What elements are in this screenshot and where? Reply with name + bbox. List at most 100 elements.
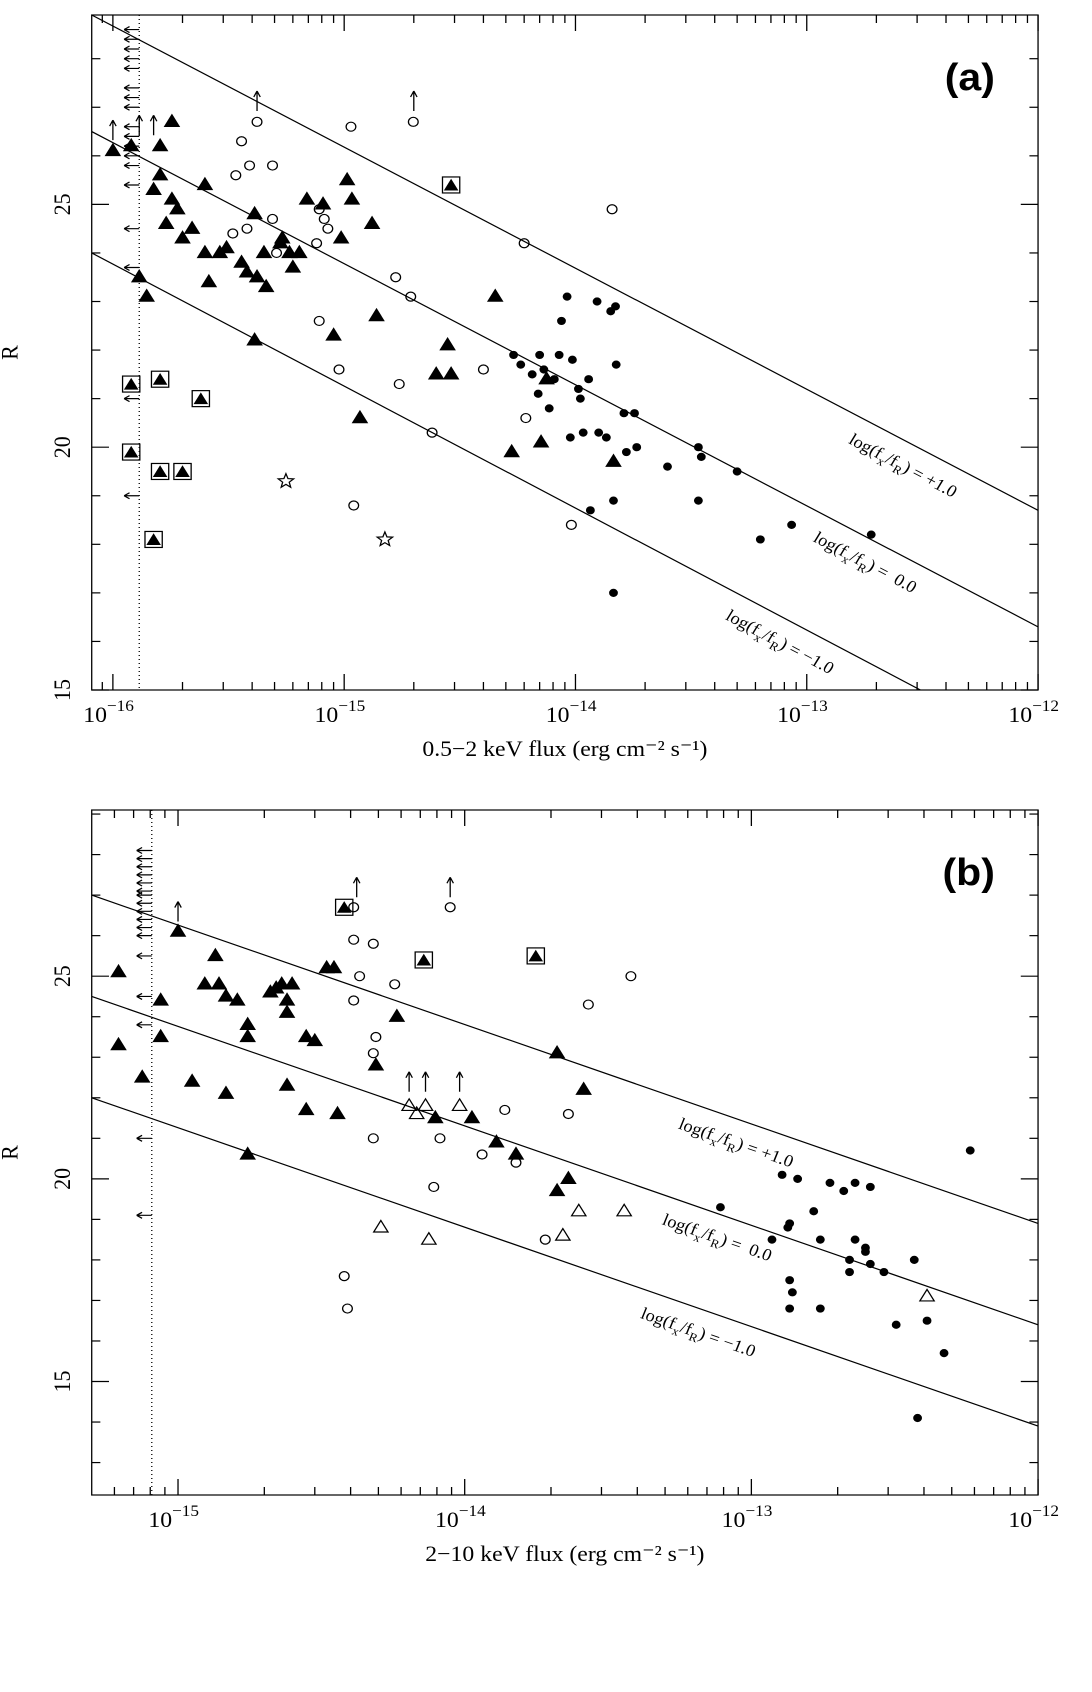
- filled-triangle: [110, 1036, 127, 1051]
- ratio-label-part: x: [670, 1324, 682, 1339]
- x-tick-exponent: −16: [107, 697, 134, 715]
- x-tick-exponent: −15: [172, 1502, 199, 1520]
- filled-triangle: [278, 1077, 296, 1091]
- ratio-line: [91, 1097, 1039, 1427]
- y-tick-label: 15: [49, 1371, 75, 1393]
- filled-circle: [549, 375, 559, 384]
- open-circle: [582, 999, 594, 1010]
- open-circle: [539, 1234, 551, 1245]
- filled-circle: [755, 535, 765, 544]
- filled-triangle: [239, 1028, 256, 1043]
- filled-triangle: [273, 230, 291, 244]
- boxed-triangle: [121, 375, 141, 393]
- filled-circle: [619, 409, 629, 418]
- ratio-label-part: x: [708, 1135, 720, 1150]
- open-triangle: [400, 1097, 418, 1112]
- boxed-triangle: [191, 390, 211, 408]
- filled-circle: [891, 1320, 901, 1329]
- filled-circle: [716, 1203, 725, 1212]
- upper-limit-arrow: [123, 181, 140, 189]
- lower-limit-arrow: [446, 876, 455, 898]
- filled-circle: [592, 297, 602, 306]
- filled-circle: [611, 360, 621, 369]
- triangle: [152, 373, 168, 385]
- x-tick-label: 10−12: [1008, 697, 1059, 727]
- filled-triangle: [548, 1044, 566, 1059]
- filled-circle: [865, 1182, 875, 1192]
- ratio-label-part: ) = 0.0: [864, 556, 921, 597]
- filled-triangle: [104, 142, 122, 157]
- ratio-line-label: log(fx/fR) = −1.0: [720, 606, 838, 682]
- filled-circle: [809, 1207, 819, 1216]
- filled-triangle: [239, 1016, 256, 1030]
- filled-triangle: [291, 244, 308, 259]
- open-triangle: [570, 1203, 588, 1217]
- filled-triangle: [196, 976, 214, 990]
- ratio-label-part: ) = −1.0: [776, 634, 838, 678]
- filled-triangle: [325, 327, 342, 341]
- open-circle: [405, 291, 417, 302]
- filled-triangle: [157, 215, 175, 229]
- filled-triangle: [298, 191, 316, 205]
- open-circle: [311, 238, 323, 249]
- open-circle: [230, 170, 242, 181]
- x-tick-exponent: −13: [745, 1502, 772, 1520]
- upper-limit-arrow: [123, 152, 140, 160]
- filled-circle: [965, 1146, 975, 1155]
- filled-circle: [562, 292, 572, 301]
- star: [375, 530, 395, 547]
- open-circle: [565, 519, 577, 530]
- filled-triangle: [145, 181, 162, 195]
- filled-circle: [767, 1235, 777, 1244]
- filled-circle: [839, 1186, 849, 1196]
- filled-triangle: [152, 992, 169, 1006]
- open-circle: [428, 1181, 440, 1193]
- box: [121, 375, 141, 393]
- x-tick-exponent: −12: [1032, 697, 1059, 715]
- upper-limit-arrow: [136, 879, 152, 887]
- open-circle: [625, 971, 637, 982]
- open-circle: [390, 272, 402, 283]
- upper-limit-arrow: [136, 907, 152, 915]
- lower-limit-arrow: [455, 1071, 464, 1092]
- filled-triangle: [169, 923, 187, 937]
- filled-triangle: [427, 1109, 444, 1124]
- triangle: [123, 377, 139, 390]
- ratio-line: [91, 252, 921, 691]
- filled-circle: [785, 1219, 795, 1228]
- boxed-triangle: [150, 462, 170, 481]
- open-circle: [520, 412, 532, 424]
- upper-limit-arrow: [123, 132, 140, 140]
- upper-limit-arrow: [136, 1211, 152, 1219]
- box: [334, 898, 354, 916]
- box: [121, 443, 141, 461]
- y-axis-label: R: [0, 344, 22, 359]
- filled-triangle: [151, 167, 169, 181]
- ratio-line-label: log(fx/fR) = 0.0: [808, 527, 921, 600]
- open-circle: [389, 979, 401, 990]
- lower-limit-arrow: [253, 90, 261, 111]
- open-circle: [251, 116, 263, 127]
- open-circle: [444, 902, 456, 913]
- filled-circle: [609, 496, 618, 505]
- upper-limit-arrow: [123, 225, 140, 233]
- x-tick-label: 10−15: [148, 1502, 199, 1532]
- x-tick-base: 10: [1008, 703, 1032, 727]
- filled-circle: [850, 1178, 860, 1187]
- open-triangle: [615, 1203, 633, 1217]
- filled-circle: [527, 370, 537, 379]
- open-circle: [477, 364, 489, 375]
- open-circle: [348, 934, 360, 945]
- filled-circle: [787, 1288, 797, 1297]
- filled-circle: [663, 462, 672, 471]
- upper-limit-arrow: [123, 103, 140, 111]
- box: [150, 370, 170, 388]
- x-tick-label: 10−13: [722, 1502, 773, 1532]
- filled-circle: [533, 389, 543, 398]
- filled-circle: [601, 433, 611, 442]
- triangle: [175, 465, 190, 477]
- filled-circle: [609, 588, 618, 597]
- filled-triangle: [442, 366, 460, 380]
- open-circle: [367, 1048, 379, 1059]
- box: [441, 176, 461, 194]
